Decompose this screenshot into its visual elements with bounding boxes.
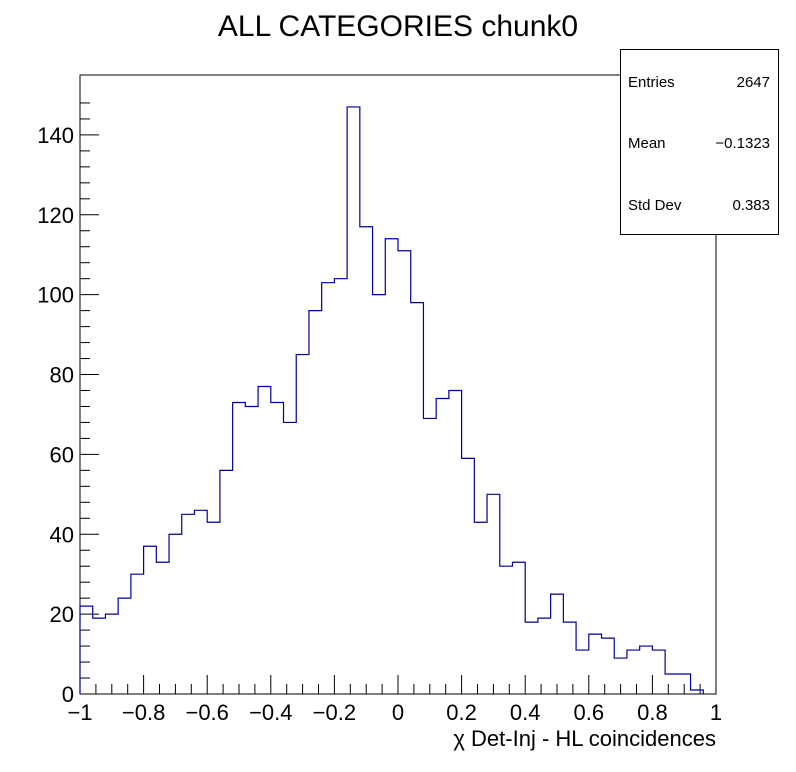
histogram-bin [652, 650, 665, 694]
histogram-bin [423, 418, 436, 694]
x-tick-label: 0.8 [637, 700, 668, 725]
histogram-bin [207, 522, 220, 694]
chart-title: ALL CATEGORIES chunk0 [217, 10, 579, 43]
histogram-bin [360, 227, 373, 694]
histogram-bin [93, 618, 106, 694]
histogram-bin [156, 562, 169, 694]
histogram-bin [449, 390, 462, 694]
y-tick-label: 140 [37, 123, 74, 148]
histogram-bin [258, 386, 271, 694]
histogram-bin [551, 594, 564, 694]
y-tick-label: 120 [37, 203, 74, 228]
x-axis-label: χ Det-Inj - HL coincidences [453, 726, 716, 751]
histogram-bin [398, 251, 411, 694]
histogram-bin [563, 622, 576, 694]
histogram-bin [284, 422, 297, 694]
histogram-bin [627, 650, 640, 694]
y-tick-label: 0 [62, 682, 74, 707]
histogram-bin [640, 646, 653, 694]
y-tick-label: 20 [50, 602, 74, 627]
histogram-bin [665, 674, 678, 694]
histogram-bin [118, 598, 131, 694]
y-tick-label: 80 [50, 363, 74, 388]
stat-entries-label: Entries [628, 74, 675, 91]
histogram-bin [169, 534, 182, 694]
x-axis: −1 −0.8 −0.6 −0.4 −0.2 0 0.2 0.4 0.6 0.8 1 [67, 675, 722, 725]
x-tick-label: 0.6 [574, 700, 605, 725]
histogram-bin [589, 634, 602, 694]
x-tick-label: −1 [67, 700, 92, 725]
x-tick-label: 0.4 [510, 700, 541, 725]
stat-entries-value: 2647 [736, 74, 770, 91]
histogram-line [79, 106, 704, 694]
histogram-bin [385, 239, 398, 694]
histogram-bin [194, 510, 207, 694]
histogram-bin [131, 574, 144, 694]
y-tick-label: 40 [50, 522, 74, 547]
x-tick-label: 0 [392, 700, 404, 725]
histogram-bin [576, 650, 589, 694]
stat-std: Std Dev 0.383 [628, 197, 770, 217]
histogram-bin [538, 618, 551, 694]
x-tick-label: −0.2 [313, 700, 356, 725]
histogram-bin [105, 614, 118, 694]
x-tick-label: −0.4 [249, 700, 292, 725]
histogram-bin [474, 522, 487, 694]
histogram-bin [347, 107, 360, 694]
y-tick-label: 60 [50, 442, 74, 467]
stat-std-value: 0.383 [732, 197, 770, 214]
histogram-bin [144, 546, 157, 694]
histogram-bin [296, 355, 309, 694]
histogram-bins [80, 107, 703, 694]
x-tick-label: −0.6 [185, 700, 228, 725]
histogram-bin [500, 566, 513, 694]
histogram-bin [602, 638, 615, 694]
histogram-bin [182, 514, 195, 694]
histogram-bin [487, 494, 500, 694]
stat-std-label: Std Dev [628, 197, 682, 214]
histogram-bin [512, 562, 525, 694]
histogram-bin [220, 470, 233, 694]
x-tick-label: 1 [710, 700, 722, 725]
x-tick-label: −0.8 [122, 700, 165, 725]
histogram-bin [309, 311, 322, 694]
y-tick-label: 100 [37, 283, 74, 308]
histogram-bin [322, 283, 335, 694]
histogram-bin [80, 606, 93, 694]
stat-mean-label: Mean [628, 135, 666, 152]
histogram-bin [525, 622, 538, 694]
stats-box: Entries 2647 Mean −0.1323 Std Dev 0.383 [620, 49, 779, 235]
histogram-bin [271, 402, 284, 694]
stat-mean-value: −0.1323 [715, 135, 770, 152]
histogram-bin [245, 406, 258, 694]
histogram-bin [462, 458, 475, 694]
histogram-bin [334, 279, 347, 694]
histogram-bin [411, 303, 424, 694]
y-axis: 0 20 40 60 80 100 120 140 [37, 102, 99, 707]
histogram-bin [233, 402, 246, 694]
histogram-bin [436, 398, 449, 694]
x-tick-label: 0.2 [446, 700, 477, 725]
histogram-bin [373, 295, 386, 694]
stat-entries: Entries 2647 [628, 74, 770, 94]
stat-mean: Mean −0.1323 [628, 135, 770, 155]
